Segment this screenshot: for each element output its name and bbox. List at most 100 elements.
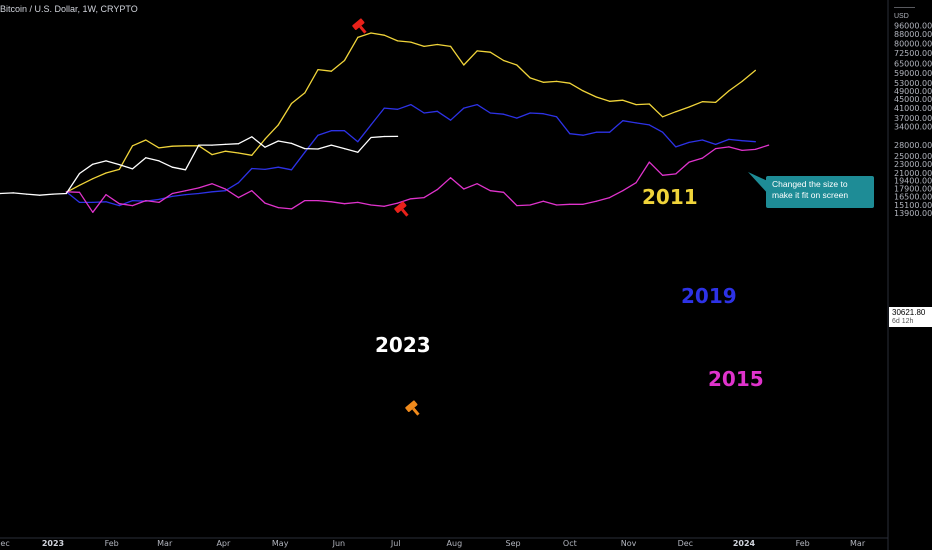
y-tick-label: 88000.00 [894,30,932,39]
series-label-2015: 2015 [708,367,764,391]
data-point-2015 [383,205,385,207]
data-point-2023 [78,172,81,175]
series-line-2015 [66,144,769,213]
y-tick-label: 28000.00 [894,141,932,150]
data-point-2011 [118,168,120,170]
data-point-2015 [542,200,544,202]
data-point-2023 [304,148,306,150]
data-point-2011 [516,64,518,66]
data-point-2011 [542,81,544,83]
data-point-2011 [277,124,279,126]
data-point-2015 [397,202,399,204]
y-tick-label: 17900.00 [894,184,932,193]
time-axis[interactable]: Dec 2023 Feb Mar Apr May Jun Jul Aug Sep Oct Nov Dec… [0,537,888,548]
data-point-2015 [768,144,770,146]
data-point-2011 [662,116,664,118]
data-point-2011 [582,90,584,92]
data-point-2023 [317,148,319,150]
data-point-2011 [317,69,319,71]
callout-pointer [748,172,770,196]
data-point-2023 [131,168,134,170]
data-point-2015 [357,201,359,203]
data-point-2011 [237,152,240,154]
data-point-2019 [92,201,94,203]
currency-indicator[interactable]: ——— USD [894,3,915,21]
data-point-2019 [423,112,425,114]
callout-note[interactable]: Changed the size to make it fit on scree… [766,176,874,208]
data-point-2019 [198,192,200,195]
data-point-2011 [171,145,173,147]
data-point-2019 [542,113,544,115]
data-point-2011 [754,69,757,71]
data-point-2019 [410,104,412,106]
data-point-2015 [277,207,279,209]
data-point-2015 [622,190,624,192]
data-point-2019 [237,182,240,184]
data-point-2023 [25,193,28,195]
data-point-2019 [715,143,717,145]
data-point-2015 [370,204,372,206]
y-tick-label: 25000.00 [894,152,932,161]
data-point-2011 [158,147,160,149]
data-point-2023 [52,193,54,195]
data-point-2015 [251,190,253,192]
series-labels: 2011 2019 2023 2015 [375,185,764,391]
data-point-2011 [78,184,81,186]
data-point-2019 [343,130,346,132]
data-point-2023 [357,151,359,153]
data-point-2023 [0,192,1,195]
data-point-2015 [330,201,332,203]
data-point-2019 [648,124,650,126]
price-axis[interactable]: 96000.0088000.0080000.0072500.0065000.00… [887,0,932,550]
y-tick-label: 23000.00 [894,160,932,169]
series-label-2011: 2011 [642,185,698,209]
x-tick-label: Feb [105,539,119,548]
data-point-2023 [92,163,94,165]
x-tick-label: May [272,539,289,548]
data-point-2015 [595,200,597,202]
y-tick-label: 80000.00 [894,39,932,48]
series-label-2023: 2023 [375,333,431,357]
data-point-2015 [78,191,81,193]
data-point-2023 [277,140,279,142]
data-point-2019 [105,201,107,203]
data-point-2019 [476,104,478,106]
data-point-2019 [224,190,226,192]
data-point-2023 [171,166,173,168]
data-point-2023 [198,144,200,146]
data-point-2023 [383,135,385,138]
x-tick-label: Jun [332,539,346,548]
y-tick-label: 15100.00 [894,201,932,210]
data-point-2015 [264,202,266,204]
data-point-2019 [131,200,134,202]
data-point-2023 [370,136,372,139]
data-point-2019 [397,108,399,110]
chart-title: Bitcoin / U.S. Dollar, 1W, CRYPTO [0,4,138,14]
y-tick-label: 21000.00 [894,169,932,178]
data-point-2019 [330,130,332,132]
y-tick-label: 41000.00 [894,104,932,113]
data-point-2011 [397,40,399,42]
data-point-2015 [184,190,187,192]
y-tick-label: 59000.00 [894,69,932,78]
series-lines [0,32,770,213]
data-point-2015 [410,198,412,200]
series-label-2019: 2019 [681,284,737,308]
high-marker-2019-icon [394,201,409,217]
data-point-2023 [12,192,14,194]
data-point-2015 [662,174,664,176]
data-point-2019 [569,133,571,135]
data-point-2023 [211,144,213,146]
data-point-2015 [503,191,505,193]
data-point-2015 [741,149,743,151]
x-tick-label: Sep [505,539,520,548]
data-point-2011 [503,59,505,62]
data-point-2011 [463,64,465,66]
data-point-2011 [675,111,677,113]
data-point-2019 [171,195,173,197]
x-tick-label: Dec [0,539,10,548]
data-point-2011 [145,139,147,141]
data-point-2015 [516,205,518,207]
data-point-2023 [145,157,147,159]
